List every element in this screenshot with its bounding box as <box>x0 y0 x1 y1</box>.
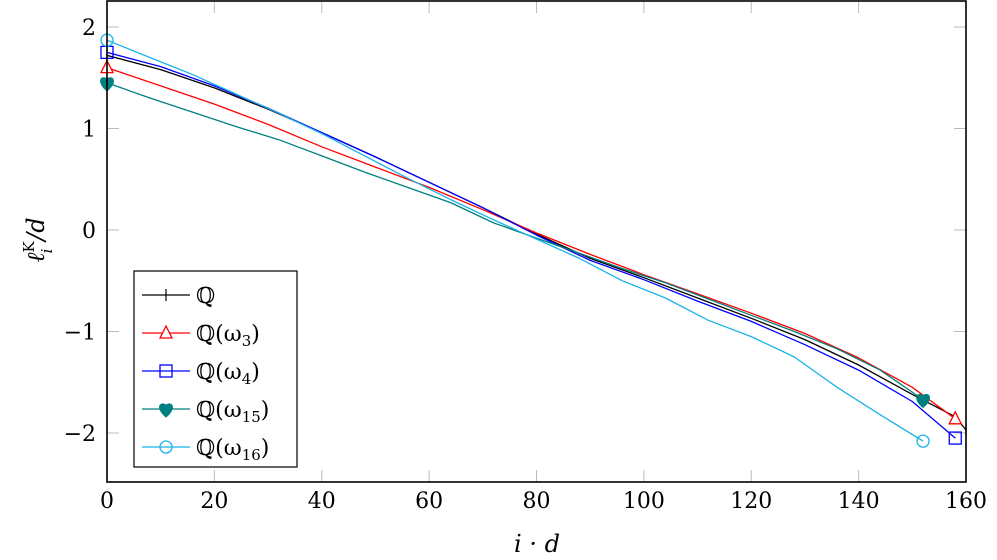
x-tick-label: 80 <box>523 489 551 514</box>
y-tick-label: 0 <box>82 219 96 244</box>
x-tick-label: 40 <box>308 489 336 514</box>
legend-label: ℚ(ω4) <box>196 360 260 388</box>
legend-label: ℚ(ω3) <box>196 322 260 350</box>
x-tick-label: 60 <box>415 489 443 514</box>
x-tick-labels: 0 20 40 60 80 100 120 140 160 <box>100 489 987 514</box>
plot-frame <box>106 0 967 483</box>
x-tick-label: 20 <box>200 489 228 514</box>
y-tick-label: −1 <box>64 321 96 346</box>
x-axis-label: i · d <box>514 530 560 558</box>
chart-series <box>99 33 967 448</box>
legend-item: ℚ(ω4) <box>142 360 260 388</box>
x-tick-label: 0 <box>100 489 114 514</box>
x-tick-label: 140 <box>838 489 880 514</box>
legend-label: ℚ(ω15) <box>196 398 269 426</box>
x-tick-label: 160 <box>945 489 987 514</box>
legend-label: ℚ <box>196 284 215 309</box>
y-axis-label: ℓKi /d <box>20 217 56 262</box>
y-tick-label: −2 <box>64 422 96 447</box>
x-tick-label: 100 <box>623 489 665 514</box>
svg-text:ℓKi /d: ℓKi /d <box>20 217 56 262</box>
y-tick-label: 2 <box>82 16 96 41</box>
legend-item: ℚ(ω3) <box>142 322 260 350</box>
x-tick-label: 120 <box>730 489 772 514</box>
legend-label: ℚ(ω16) <box>196 436 269 464</box>
legend-item: ℚ(ω16) <box>142 436 269 464</box>
legend-item: ℚ <box>142 284 215 309</box>
legend-item: ℚ(ω15) <box>142 398 269 426</box>
y-tick-label: 1 <box>82 118 96 143</box>
y-tick-labels: −2 −1 0 1 2 <box>64 16 96 447</box>
chart-legend: ℚ ℚ(ω3) ℚ(ω4) ℚ(ω15) ℚ(ω16) <box>133 270 298 468</box>
legend-box <box>133 270 298 468</box>
